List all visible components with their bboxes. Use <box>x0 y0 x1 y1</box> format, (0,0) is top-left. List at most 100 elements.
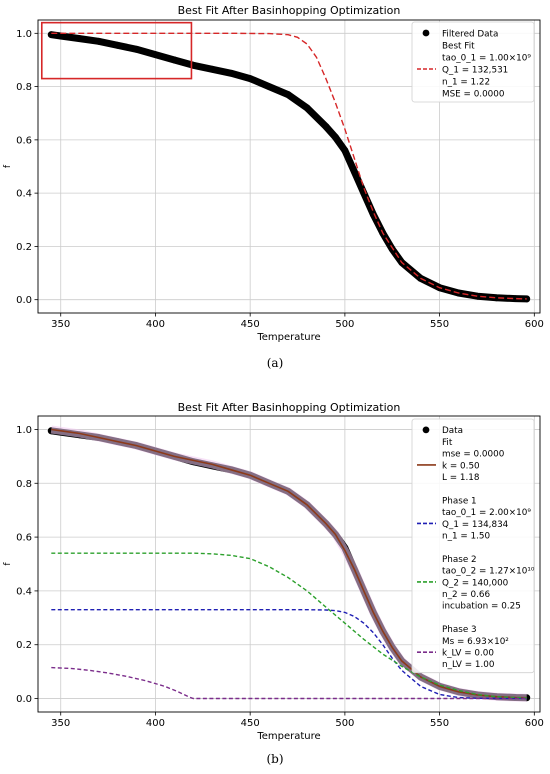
data-point <box>322 123 330 130</box>
x-tick-label: 400 <box>146 319 165 330</box>
x-tick-label: 550 <box>430 319 449 330</box>
x-tick-label: 600 <box>525 319 544 330</box>
series-phase-1 <box>51 609 527 700</box>
legend: Filtered Data Best Fit tao_0_1 = 1.00×10⁹ Q… <box>411 21 535 103</box>
data-point <box>47 31 55 39</box>
legend-label: MSE = 0.0000 <box>442 89 505 99</box>
legend-label: incubation = 0.25 <box>442 602 521 612</box>
data-point <box>95 37 103 45</box>
caption-a: (a) <box>266 356 284 370</box>
data-point <box>388 245 396 253</box>
chart-a: Best Fit After Basinhopping Optimization… <box>3 4 544 343</box>
chart-b: Best Fit After Basinhopping Optimization… <box>3 401 544 742</box>
series-line <box>51 666 527 700</box>
data-point <box>76 35 84 43</box>
legend-label: k_LV = 0.00 <box>442 648 494 658</box>
y-tick-label: 0.2 <box>16 242 32 253</box>
series-line <box>51 609 527 700</box>
data-point <box>474 292 481 300</box>
data-point <box>57 32 65 40</box>
caption-b: (b) <box>266 752 284 766</box>
x-tick-label: 450 <box>241 319 260 330</box>
data-point <box>303 104 311 112</box>
legend-label: Phase 1 <box>442 496 477 506</box>
chart-title: Best Fit After Basinhopping Optimization <box>178 4 401 17</box>
legend-label: tao_0_2 = 1.27×10¹⁰ <box>442 567 535 577</box>
legend-label: n_LV = 1.00 <box>442 660 495 670</box>
legend-box <box>411 418 535 674</box>
x-tick-label: 600 <box>525 718 544 729</box>
legend-label: Q_1 = 134,834 <box>442 520 509 530</box>
x-tick-label: 350 <box>51 718 70 729</box>
series-phase-2 <box>51 552 527 699</box>
data-point <box>133 45 140 53</box>
data-point <box>170 56 178 64</box>
legend-label: Filtered Data <box>442 29 498 39</box>
series-line <box>51 552 527 699</box>
legend-label: Ms = 6.93×10² <box>442 637 509 647</box>
plot-frame <box>37 19 541 314</box>
y-tick-label: 0.6 <box>16 135 32 146</box>
legend-label: mse = 0.0000 <box>442 450 505 460</box>
y-tick-label: 1.0 <box>16 29 32 40</box>
series-best-fit <box>51 32 527 300</box>
legend-label: Phase 2 <box>442 555 477 565</box>
highlight-rectangle <box>40 21 193 80</box>
x-tick-label: 550 <box>430 718 449 729</box>
legend-label: Q_2 = 140,000 <box>442 578 509 588</box>
series-phase-3 <box>51 666 527 700</box>
x-tick-label: 350 <box>51 319 70 330</box>
data-point <box>350 168 358 176</box>
chart-title: Best Fit After Basinhopping Optimization <box>178 401 401 414</box>
series-fit <box>50 425 527 702</box>
y-tick-label: 0.6 <box>16 533 32 544</box>
y-tick-label: 0.4 <box>16 189 32 200</box>
plot-frame <box>37 415 541 713</box>
legend-label: L = 1.18 <box>442 473 479 483</box>
data-point <box>341 147 349 154</box>
y-tick-label: 0.4 <box>16 586 32 597</box>
data-point <box>246 75 254 82</box>
data-point <box>511 295 519 303</box>
y-tick-label: 0.8 <box>16 479 32 490</box>
legend-marker <box>422 426 430 434</box>
series-line <box>51 32 527 300</box>
legend-marker <box>422 29 430 37</box>
x-tick-label: 500 <box>335 718 354 729</box>
legend-label: Q_1 = 132,531 <box>442 65 508 75</box>
y-tick-label: 0.8 <box>16 82 32 93</box>
y-tick-label: 1.0 <box>16 425 32 436</box>
legend-label: Fit <box>442 438 453 448</box>
x-axis-label: Temperature <box>256 731 320 742</box>
y-axis-label: f <box>3 164 13 168</box>
legend-label: k = 0.50 <box>442 461 480 471</box>
y-tick-label: 0.0 <box>16 694 32 705</box>
legend-label: n_1 = 1.50 <box>442 531 491 541</box>
legend-box <box>411 21 535 103</box>
data-point <box>265 83 273 90</box>
legend-label: Data <box>442 426 463 436</box>
y-axis-label: f <box>3 562 13 566</box>
y-tick-label: 0.0 <box>16 295 32 306</box>
y-tick-label: 0.2 <box>16 640 32 651</box>
x-tick-label: 400 <box>146 718 165 729</box>
data-point <box>152 51 159 59</box>
data-point <box>332 133 339 141</box>
data-point <box>493 294 500 302</box>
data-point <box>523 295 531 303</box>
data-point <box>208 65 216 73</box>
legend-label: n_1 = 1.22 <box>442 77 490 87</box>
x-tick-label: 500 <box>335 319 354 330</box>
legend-label: tao_0_1 = 1.00×10⁹ <box>442 53 531 63</box>
legend-label: tao_0_1 = 2.00×10⁹ <box>442 508 531 518</box>
data-point <box>227 69 235 77</box>
x-tick-label: 450 <box>241 718 260 729</box>
legend-label: Best Fit <box>442 41 475 51</box>
data-point <box>284 91 292 98</box>
legend-label: Phase 3 <box>442 625 477 635</box>
series-line <box>51 428 527 699</box>
legend-label: n_2 = 0.66 <box>442 590 491 600</box>
data-point <box>114 41 121 49</box>
